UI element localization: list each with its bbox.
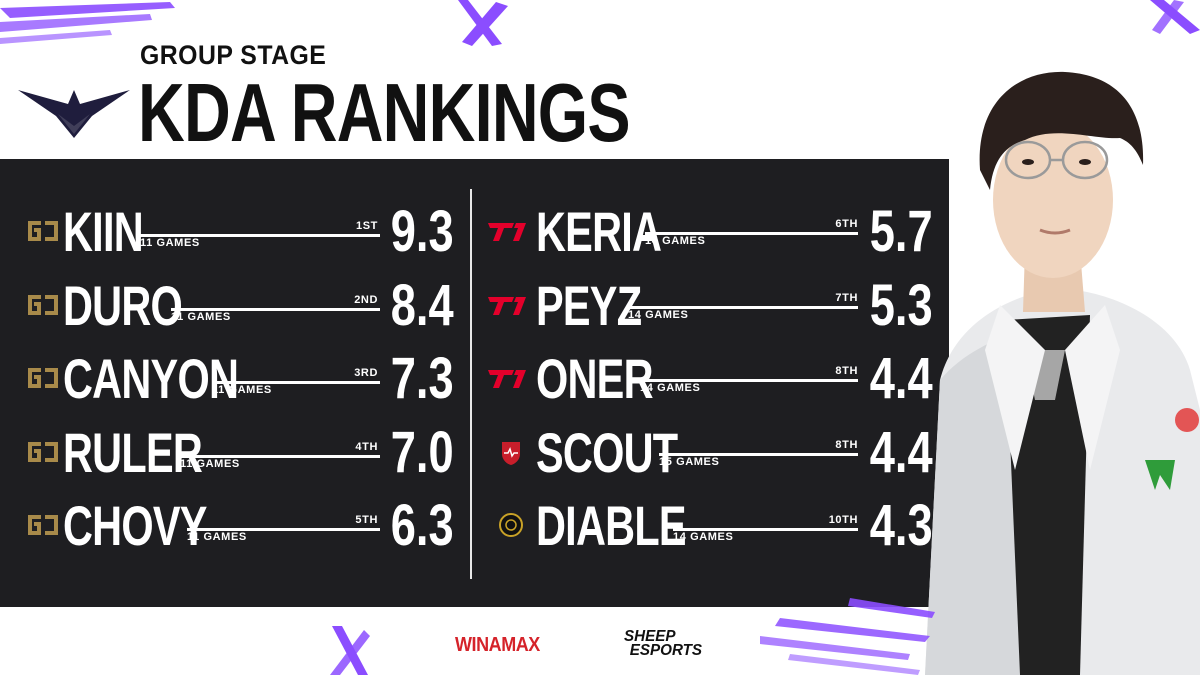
brush-stroke-top-left (0, 2, 175, 44)
player-name: PEYZ (536, 274, 642, 337)
league-wing-logo-icon (18, 90, 130, 138)
games-count: 14 GAMES (645, 235, 706, 247)
rank-label: 6TH (835, 218, 858, 230)
ranking-row-9: SCOUT 15 GAMES 8TH 4.4 (478, 424, 938, 484)
rank-line (212, 381, 380, 384)
kda-value: 9.3 (391, 199, 454, 264)
sheep-logo-line1: SHEEP (624, 628, 676, 645)
games-count: 14 GAMES (628, 309, 689, 321)
rank-line (628, 306, 858, 309)
rank-line (171, 308, 380, 311)
rank-label: 1ST (356, 220, 378, 232)
sheep-logo-line2: ESPORTS (629, 642, 703, 659)
rank-label: 8TH (835, 439, 858, 451)
gen-g-logo-icon (28, 295, 58, 315)
player-name: DURO (63, 274, 183, 337)
ranking-row-7: PEYZ 14 GAMES 7TH 5.3 (478, 277, 938, 337)
rank-line (180, 455, 380, 458)
games-count: 15 GAMES (659, 456, 720, 468)
shield-team-logo-icon (502, 442, 520, 465)
column-divider (470, 189, 472, 579)
rank-line (659, 453, 858, 456)
brush-stroke-bottom-right (760, 598, 935, 675)
rank-label: 10TH (828, 514, 858, 526)
games-count: 11 GAMES (212, 384, 272, 396)
rank-label: 7TH (835, 292, 858, 304)
player-name: CANYON (63, 347, 239, 410)
rank-line (673, 528, 858, 531)
games-count: 14 GAMES (640, 382, 701, 394)
purple-x-mark-top (458, 0, 508, 46)
kda-value: 7.0 (391, 420, 454, 485)
ranking-row-4: RULER 11 GAMES 4TH 7.0 (0, 424, 470, 484)
page-subtitle: GROUP STAGE (140, 40, 327, 70)
t1-logo-icon (488, 370, 526, 388)
ranking-row-5: CHOVY 11 GAMES 5TH 6.3 (0, 497, 470, 557)
player-name: CHOVY (63, 494, 207, 557)
rank-line (187, 528, 380, 531)
ranking-row-3: CANYON 11 GAMES 3RD 7.3 (0, 350, 470, 410)
ranking-row-6: KERIA 14 GAMES 6TH 5.7 (478, 203, 938, 263)
gen-g-logo-icon (28, 221, 58, 241)
gen-g-logo-icon (28, 515, 58, 535)
kda-value: 5.3 (870, 273, 933, 338)
ranking-row-10: DIABLE 14 GAMES 10TH 4.3 (478, 497, 938, 557)
kda-value: 6.3 (391, 493, 454, 558)
kda-value: 7.3 (391, 346, 454, 411)
player-name: SCOUT (536, 421, 678, 484)
gen-g-logo-icon (28, 368, 58, 388)
round-team-logo-icon (499, 513, 523, 537)
t1-logo-icon (488, 297, 526, 315)
ranking-row-8: ONER 14 GAMES 8TH 4.4 (478, 350, 938, 410)
games-count: 14 GAMES (673, 531, 734, 543)
games-count: 11 GAMES (171, 311, 231, 323)
player-name: DIABLE (536, 494, 687, 557)
player-name: ONER (536, 347, 654, 410)
rank-label: 5TH (355, 514, 378, 526)
player-name: RULER (63, 421, 203, 484)
purple-x-mark-bottom (330, 626, 370, 675)
player-name: KIIN (63, 200, 144, 263)
t1-logo-icon (488, 223, 526, 241)
games-count: 11 GAMES (140, 237, 200, 249)
kda-value: 5.7 (870, 199, 933, 264)
player-photo (925, 71, 1200, 675)
kda-value: 8.4 (391, 273, 454, 338)
rank-label: 4TH (355, 441, 378, 453)
rank-label: 8TH (835, 365, 858, 377)
games-count: 11 GAMES (187, 531, 247, 543)
purple-x-mark-top-right (1150, 0, 1200, 34)
page-title: KDA RANKINGS (138, 66, 631, 159)
ranking-row-2: DURO 11 GAMES 2ND 8.4 (0, 277, 470, 337)
winamax-logo: WINAMAX (455, 634, 540, 656)
kda-value: 4.4 (870, 420, 933, 485)
games-count: 11 GAMES (180, 458, 240, 470)
player-name: KERIA (536, 200, 662, 263)
gen-g-logo-icon (28, 442, 58, 462)
rank-line (140, 234, 380, 237)
rank-line (640, 379, 858, 382)
rank-label: 2ND (354, 294, 378, 306)
kda-value: 4.3 (870, 493, 933, 558)
rank-line (645, 232, 858, 235)
kda-value: 4.4 (870, 346, 933, 411)
rank-label: 3RD (354, 367, 378, 379)
sheep-esports-logo: SHEEP ESPORTS (624, 628, 703, 659)
ranking-row-1: KIIN 11 GAMES 1ST 9.3 (0, 203, 470, 263)
